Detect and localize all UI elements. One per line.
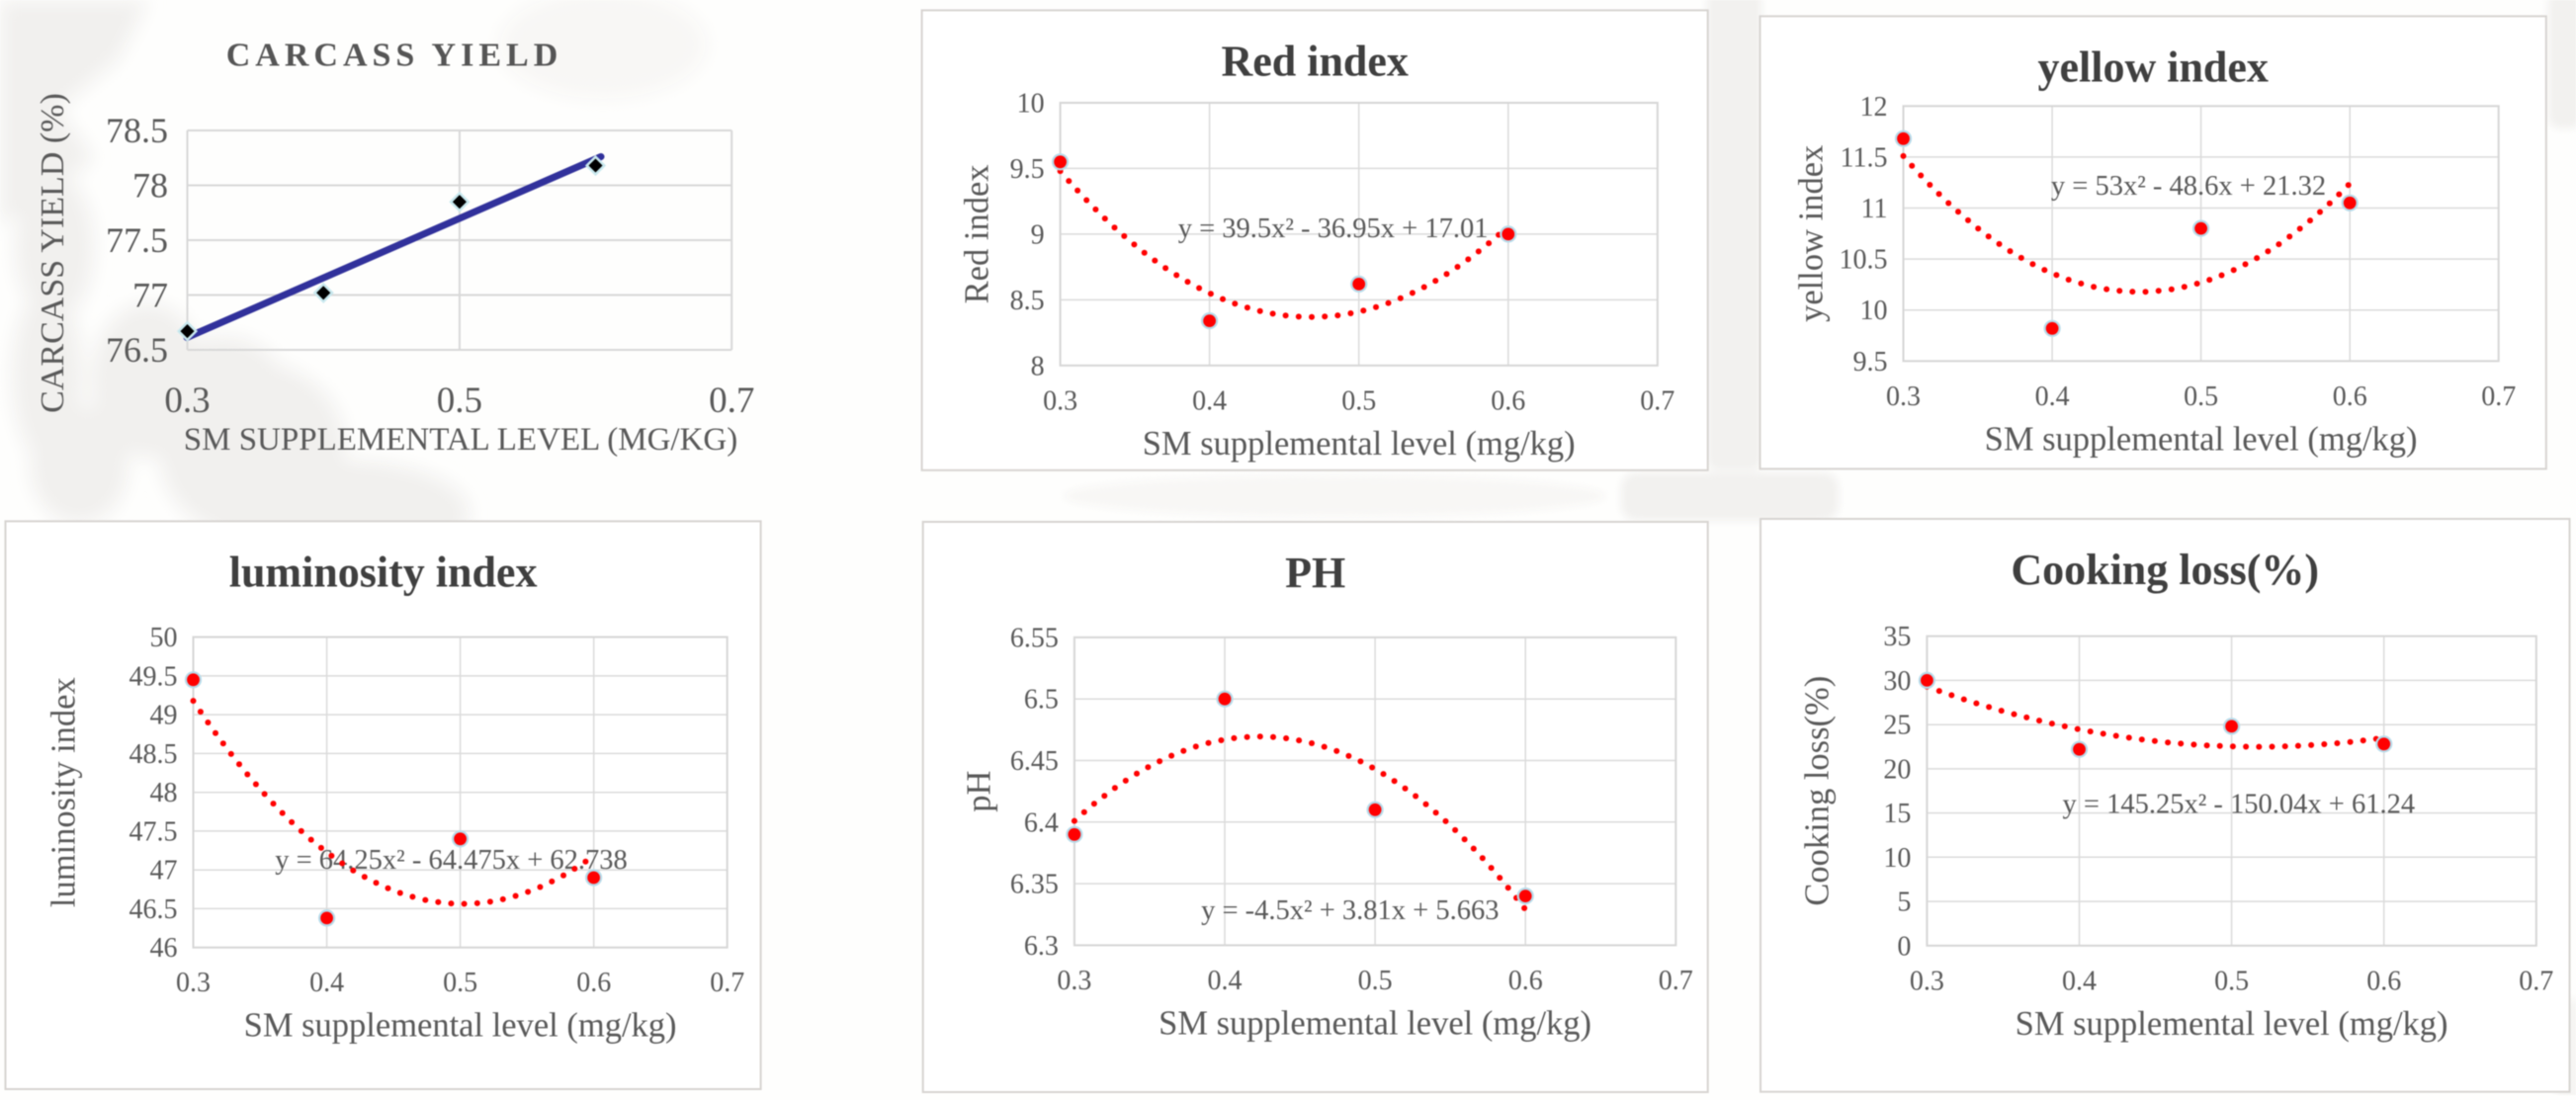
svg-text:0.7: 0.7 [2519,966,2553,996]
svg-text:luminosity index: luminosity index [229,548,538,596]
svg-text:SM supplemental level (mg/kg): SM supplemental level (mg/kg) [2016,1005,2448,1043]
svg-text:49.5: 49.5 [129,661,178,692]
svg-text:0.6: 0.6 [1491,385,1525,416]
svg-text:0.7: 0.7 [709,381,754,421]
svg-text:15: 15 [1883,799,1911,829]
svg-text:0.5: 0.5 [437,381,482,421]
svg-text:6.45: 6.45 [1010,746,1059,777]
svg-text:77.5: 77.5 [106,220,168,260]
svg-text:5: 5 [1897,888,1911,918]
svg-text:0.4: 0.4 [2062,966,2097,996]
svg-text:20: 20 [1883,754,1911,785]
svg-text:6.55: 6.55 [1010,623,1059,653]
svg-text:pH: pH [961,771,998,812]
svg-text:0.3: 0.3 [1043,385,1077,416]
svg-text:y = -4.5x² + 3.81x + 5.663: y = -4.5x² + 3.81x + 5.663 [1201,895,1499,926]
svg-text:0.6: 0.6 [2333,381,2367,412]
svg-text:10: 10 [1017,89,1045,120]
svg-text:yellow index: yellow index [1793,145,1831,322]
svg-text:77: 77 [132,276,168,315]
svg-text:y = 64.25x² - 64.475x + 62.738: y = 64.25x² - 64.475x + 62.738 [275,845,628,876]
svg-text:y = 53x² - 48.6x + 21.32: y = 53x² - 48.6x + 21.32 [2051,171,2326,202]
svg-text:6.4: 6.4 [1024,807,1059,838]
svg-text:0.3: 0.3 [1057,966,1091,996]
svg-text:0.5: 0.5 [1341,385,1376,416]
svg-text:49: 49 [150,701,178,731]
svg-text:0.3: 0.3 [1886,381,1921,412]
svg-text:0.5: 0.5 [1358,966,1393,996]
svg-text:12: 12 [1860,92,1888,123]
svg-text:luminosity index: luminosity index [45,677,83,907]
svg-text:SM supplemental level (mg/kg): SM supplemental level (mg/kg) [244,1007,677,1045]
svg-text:48: 48 [150,778,178,808]
svg-text:CARCASS YIELD (%): CARCASS YIELD (%) [35,93,71,413]
svg-text:Red index: Red index [1221,37,1408,85]
svg-text:35: 35 [1883,622,1911,652]
svg-text:0: 0 [1897,931,1911,962]
svg-text:0.7: 0.7 [1659,966,1693,996]
svg-text:48.5: 48.5 [129,739,178,770]
svg-text:78.5: 78.5 [106,111,168,150]
svg-text:11: 11 [1861,194,1888,224]
svg-text:8.5: 8.5 [1010,286,1045,316]
svg-text:SM supplemental level (mg/kg): SM supplemental level (mg/kg) [1159,1004,1591,1042]
svg-text:6.35: 6.35 [1010,870,1059,900]
svg-text:8: 8 [1031,351,1045,381]
svg-text:PH: PH [1285,549,1345,597]
svg-text:0.4: 0.4 [2035,381,2070,412]
svg-text:0.5: 0.5 [443,968,477,998]
svg-text:6.5: 6.5 [1024,685,1059,716]
svg-text:76.5: 76.5 [106,330,168,370]
svg-text:y = 145.25x² - 150.04x + 61.24: y = 145.25x² - 150.04x + 61.24 [2063,790,2416,820]
svg-text:47.5: 47.5 [129,816,178,847]
svg-text:0.3: 0.3 [176,968,211,998]
svg-text:78: 78 [132,166,168,206]
svg-text:50: 50 [150,623,178,653]
svg-text:0.3: 0.3 [1910,966,1944,996]
svg-text:11.5: 11.5 [1841,142,1888,173]
svg-text:Red index: Red index [959,164,996,303]
svg-text:0.6: 0.6 [576,968,611,998]
svg-text:0.3: 0.3 [164,381,210,421]
svg-text:SM supplemental level (mg/kg): SM supplemental level (mg/kg) [1985,420,2418,458]
svg-text:6.3: 6.3 [1024,931,1059,962]
svg-text:46.5: 46.5 [129,894,178,925]
svg-text:0.5: 0.5 [2214,966,2249,996]
svg-text:9.5: 9.5 [1853,347,1888,378]
svg-text:47: 47 [150,856,178,887]
svg-text:Cooking loss(%): Cooking loss(%) [2011,546,2319,594]
svg-text:0.6: 0.6 [1508,966,1543,996]
svg-text:10.5: 10.5 [1840,245,1888,276]
svg-text:CARCASS YIELD: CARCASS YIELD [226,38,563,74]
svg-text:9: 9 [1031,219,1045,250]
svg-text:y = 39.5x² - 36.95x + 17.01: y = 39.5x² - 36.95x + 17.01 [1178,213,1489,244]
svg-text:0.4: 0.4 [1208,966,1243,996]
svg-text:SM supplemental level (mg/kg): SM supplemental level (mg/kg) [1143,425,1576,463]
svg-text:Cooking loss(%): Cooking loss(%) [1799,676,1837,906]
svg-text:9.5: 9.5 [1010,154,1045,185]
svg-text:0.7: 0.7 [710,968,744,998]
svg-text:yellow index: yellow index [2037,42,2268,91]
svg-text:10: 10 [1883,843,1911,874]
svg-text:0.4: 0.4 [1192,385,1227,416]
svg-text:10: 10 [1860,296,1888,326]
svg-text:0.7: 0.7 [2481,381,2516,412]
svg-text:0.5: 0.5 [2184,381,2218,412]
svg-text:0.4: 0.4 [309,968,344,998]
svg-text:30: 30 [1883,666,1911,697]
svg-text:46: 46 [150,933,178,964]
svg-text:25: 25 [1883,711,1911,741]
svg-text:0.7: 0.7 [1640,385,1674,416]
svg-text:SM SUPPLEMENTAL LEVEL (MG/KG): SM SUPPLEMENTAL LEVEL (MG/KG) [184,422,737,458]
svg-text:0.6: 0.6 [2366,966,2401,996]
